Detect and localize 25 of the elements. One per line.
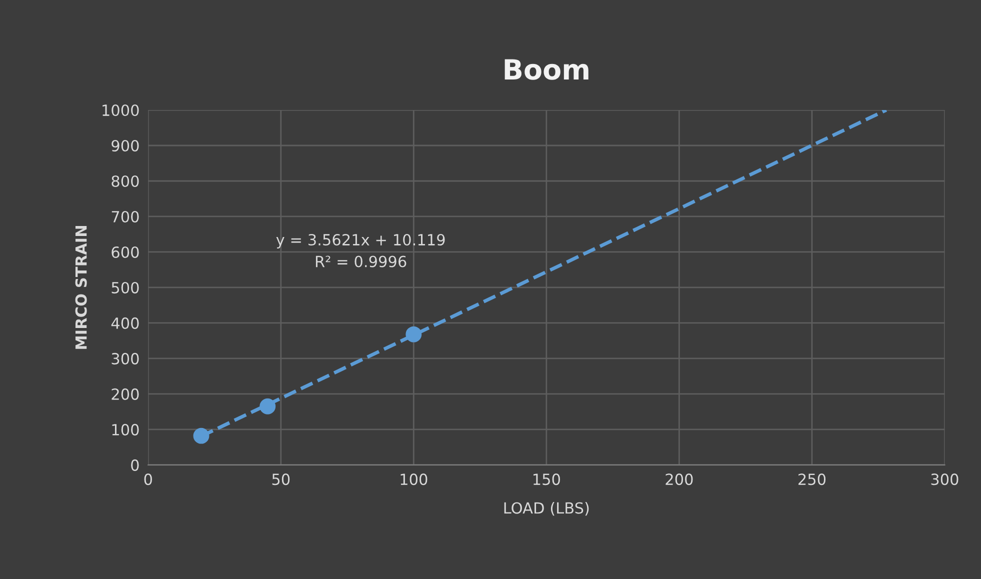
point (406, 326, 422, 342)
y-tick-label: 600 (112, 246, 139, 258)
y-tick-label: 0 (131, 459, 139, 471)
x-tick-label: 250 (798, 474, 826, 486)
y-tick-label: 300 (112, 352, 139, 364)
annotation: y = 3.5621x + 10.119 R² = 0.9996 (276, 234, 445, 268)
y-tick-label: 900 (112, 140, 139, 152)
y-tick-label: 400 (111, 317, 139, 329)
y-tick-label: 500 (112, 282, 139, 294)
y-tick-label: 800 (112, 175, 139, 188)
y-axis-title: MIRCO STRAIN (75, 226, 87, 349)
x-tick-label: 200 (666, 474, 693, 486)
point (193, 428, 210, 444)
y-tick-label: 700 (112, 210, 139, 223)
x-tick-label: 300 (931, 474, 958, 486)
y-tick-label: 100 (112, 424, 139, 436)
x-tick-label: 50 (272, 474, 290, 486)
x-tick-label: 100 (400, 474, 428, 486)
y-tick-label: 200 (112, 388, 139, 400)
y-tick-label: 1000 (102, 104, 139, 116)
chart-title: Boom (504, 59, 588, 80)
point (260, 398, 276, 414)
x-tick-label: 0 (144, 474, 152, 486)
x-tick-label: 150 (534, 474, 560, 486)
x-axis-title: LOAD (LBS) (504, 502, 589, 516)
